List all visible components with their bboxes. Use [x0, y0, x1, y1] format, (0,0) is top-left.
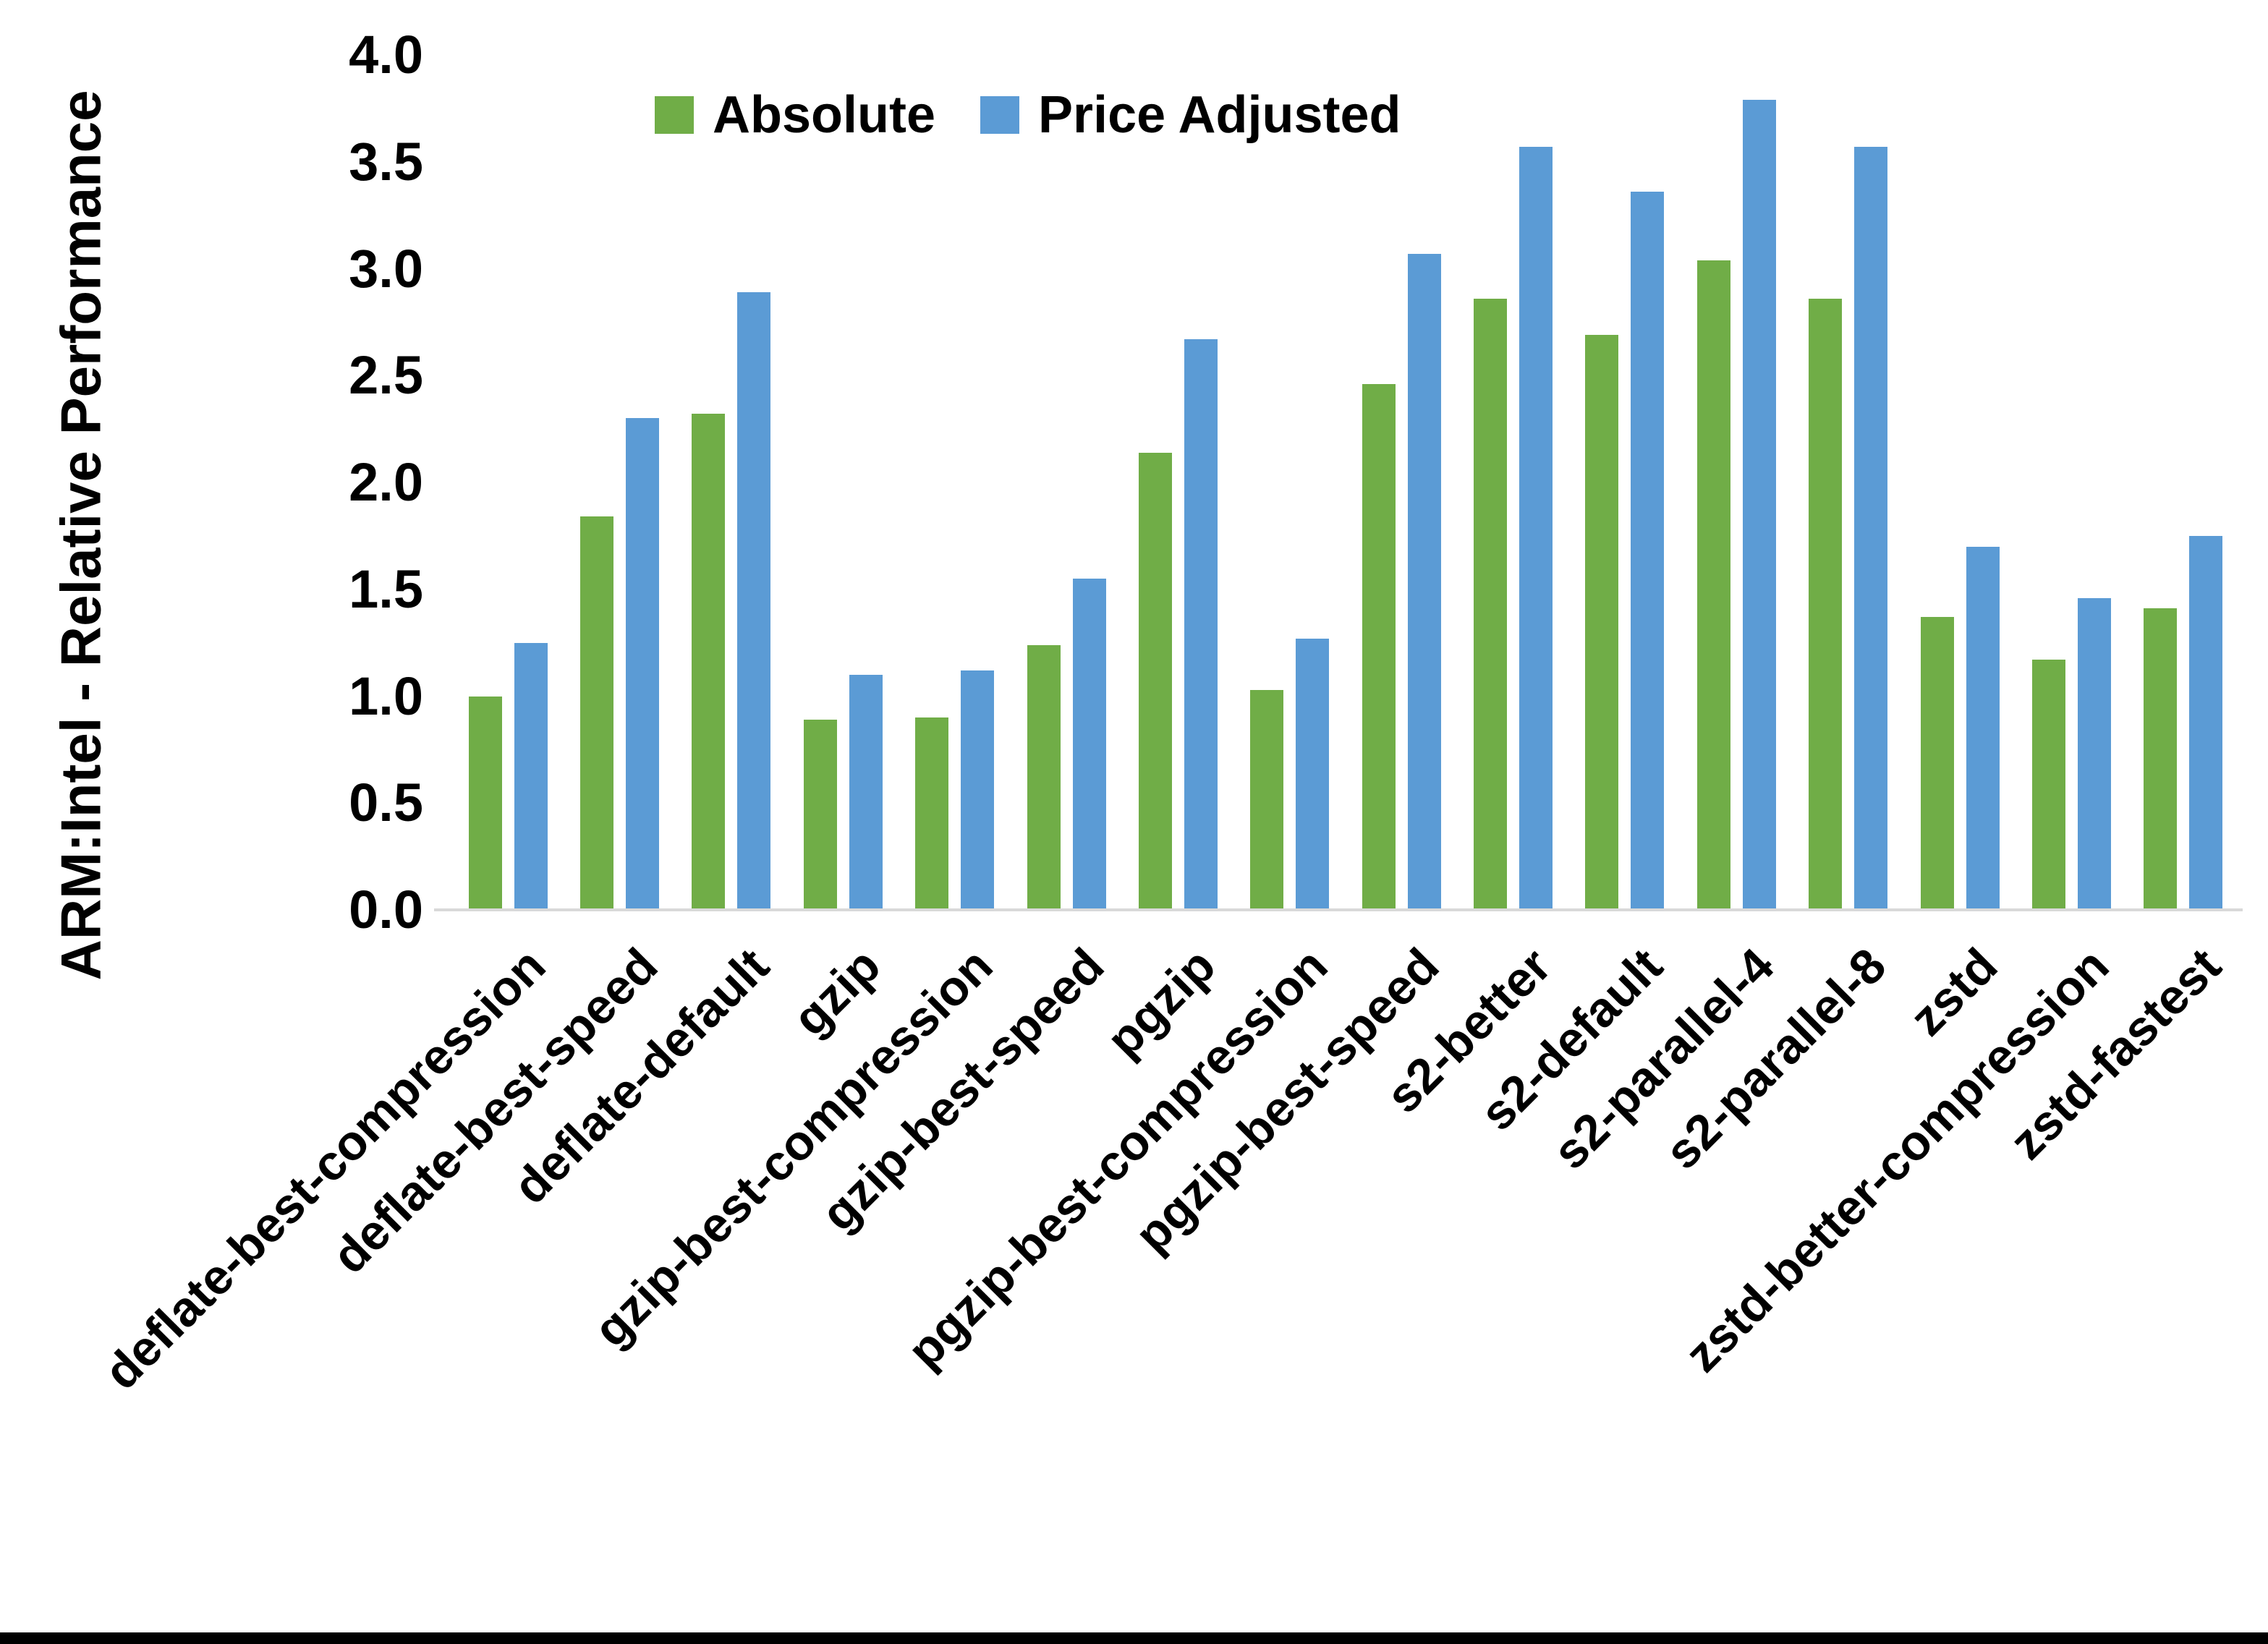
absolute-bar-zstd: [1920, 617, 1954, 910]
bar-group-s2-default: [1569, 55, 1681, 910]
bar-group-zstd-better-compression: [2016, 55, 2127, 910]
absolute-bar-pgzip-best-speed: [1362, 384, 1396, 910]
price-adjusted-bar-s2-parallel-4: [1742, 100, 1776, 910]
absolute-bar-s2-better: [1474, 298, 1508, 910]
price-adjusted-bar-s2-default: [1631, 192, 1665, 910]
price-adjusted-bar-deflate-default: [737, 292, 771, 910]
bar-group-gzip-best-compression: [899, 55, 1011, 910]
absolute-bar-deflate-best-speed: [580, 516, 614, 910]
price-adjusted-bar-zstd: [1966, 546, 2000, 910]
bar-group-gzip: [787, 55, 899, 910]
bar-group-deflate-best-speed: [564, 55, 675, 910]
y-tick-1.5: 1.5: [349, 558, 423, 619]
price-adjusted-bar-pgzip-best-compression: [1296, 638, 1330, 910]
absolute-bar-gzip-best-speed: [1027, 644, 1061, 910]
bar-group-s2-better: [1457, 55, 1568, 910]
y-tick-3.0: 3.0: [349, 238, 423, 299]
y-tick-1.0: 1.0: [349, 665, 423, 726]
absolute-bar-gzip-best-compression: [915, 717, 949, 910]
bar-group-s2-parallel-4: [1681, 55, 1792, 910]
legend-label-absolute: Absolute: [713, 86, 936, 144]
legend-swatch-price-adjusted-icon: [980, 96, 1020, 134]
price-adjusted-bar-gzip-best-compression: [961, 670, 995, 910]
absolute-bar-s2-parallel-4: [1696, 260, 1730, 910]
y-tick-3.5: 3.5: [349, 131, 423, 192]
bar-group-gzip-best-speed: [1011, 55, 1122, 910]
legend-entry-absolute: Absolute: [655, 85, 935, 145]
y-tick-0.5: 0.5: [349, 772, 423, 833]
bar-group-deflate-best-compression: [452, 55, 564, 910]
price-adjusted-bar-s2-better: [1519, 147, 1553, 910]
legend-label-price-adjusted: Price Adjusted: [1038, 86, 1401, 144]
absolute-bar-pgzip-best-compression: [1250, 689, 1284, 910]
bar-group-deflate-default: [676, 55, 787, 910]
plot-area: [452, 55, 2239, 910]
price-adjusted-bar-gzip: [849, 674, 883, 910]
price-adjusted-bar-pgzip: [1184, 339, 1218, 910]
price-adjusted-bar-zstd-fastest: [2189, 535, 2223, 910]
bar-group-zstd-fastest: [2128, 55, 2239, 910]
y-tick-0.0: 0.0: [349, 880, 423, 940]
absolute-bar-zstd-better-compression: [2031, 660, 2065, 910]
absolute-bar-zstd-fastest: [2144, 608, 2178, 910]
bar-group-pgzip-best-speed: [1346, 55, 1457, 910]
y-tick-2.5: 2.5: [349, 345, 423, 406]
price-adjusted-bar-deflate-best-speed: [626, 418, 660, 910]
price-adjusted-bar-zstd-better-compression: [2077, 597, 2111, 910]
bar-group-pgzip: [1122, 55, 1233, 910]
absolute-bar-gzip: [803, 720, 837, 910]
x-axis-line: [434, 908, 2243, 911]
price-adjusted-bar-s2-parallel-8: [1854, 147, 1888, 910]
price-adjusted-bar-gzip-best-speed: [1072, 578, 1106, 910]
price-adjusted-bar-pgzip-best-speed: [1407, 253, 1441, 910]
bottom-border: [0, 1632, 2268, 1644]
legend-entry-price-adjusted: Price Adjusted: [980, 85, 1401, 145]
absolute-bar-deflate-default: [692, 414, 726, 910]
absolute-bar-pgzip: [1138, 452, 1172, 910]
y-tick-4.0: 4.0: [349, 25, 423, 85]
absolute-bar-s2-default: [1585, 335, 1619, 910]
absolute-bar-s2-parallel-8: [1809, 298, 1843, 910]
bar-group-s2-parallel-8: [1793, 55, 1904, 910]
bar-group-pgzip-best-compression: [1234, 55, 1346, 910]
y-tick-2.0: 2.0: [349, 452, 423, 512]
absolute-bar-deflate-best-compression: [468, 696, 502, 910]
bar-group-zstd: [1904, 55, 2016, 910]
legend: Absolute Price Adjusted: [655, 85, 1401, 145]
price-adjusted-bar-deflate-best-compression: [514, 642, 548, 910]
legend-swatch-absolute-icon: [655, 96, 694, 134]
